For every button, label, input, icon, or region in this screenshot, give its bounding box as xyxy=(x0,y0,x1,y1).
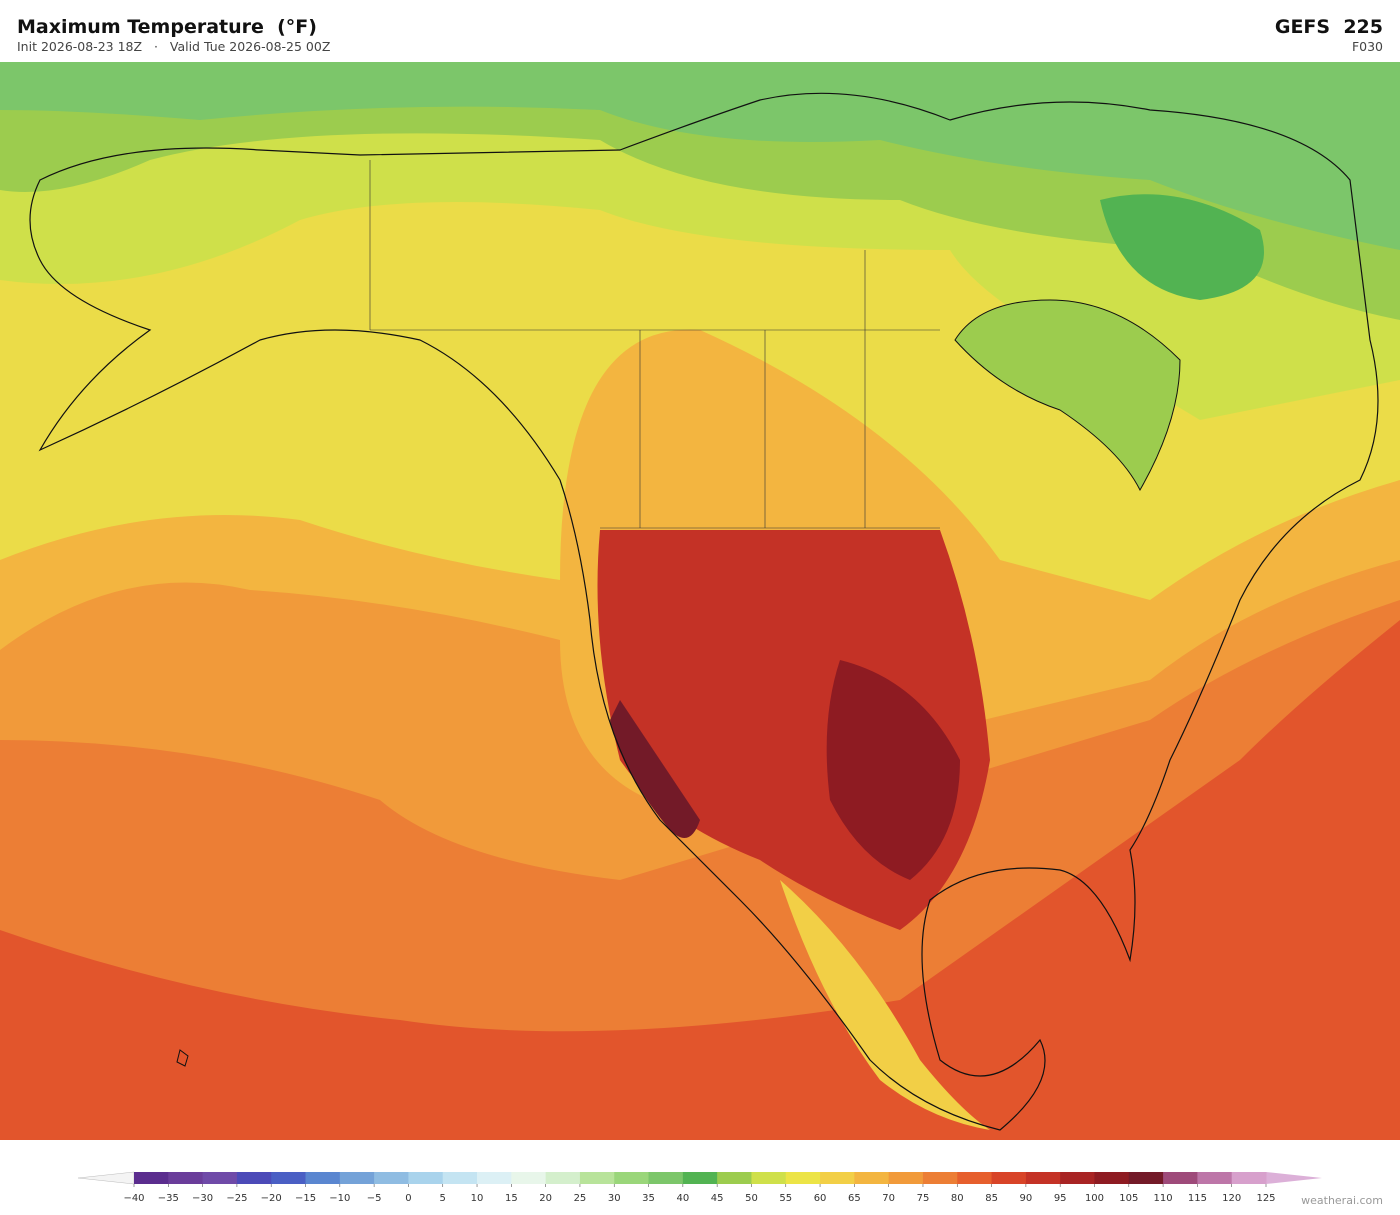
colorbar-tick-label: −35 xyxy=(158,1193,179,1204)
colorbar-tick-label: 55 xyxy=(779,1193,792,1204)
colorbar-tick-label: 30 xyxy=(608,1193,621,1204)
colorbar-tick-label: 0 xyxy=(405,1193,411,1204)
borders xyxy=(369,160,940,529)
colorbar-segment xyxy=(751,1172,787,1184)
colorbar-segment xyxy=(1231,1172,1267,1184)
colorbar-tick-label: 65 xyxy=(848,1193,861,1204)
colorbar-tick-label: 20 xyxy=(539,1193,552,1204)
colorbar-tick-label: 105 xyxy=(1119,1193,1138,1204)
colorbar-segment xyxy=(888,1172,924,1184)
colorbar-segment xyxy=(271,1172,307,1184)
colorbar-segment xyxy=(1197,1172,1233,1184)
colorbar-tick-label: 95 xyxy=(1054,1193,1067,1204)
hudson-bay xyxy=(954,299,1181,492)
colorbar-segment xyxy=(1060,1172,1095,1184)
colorbar-tick-label: 125 xyxy=(1256,1193,1275,1204)
map xyxy=(0,62,1400,1140)
subtitle: Init 2026-08-23 18Z · Valid Tue 2026-08-… xyxy=(17,39,330,54)
forecast-hour: F030 xyxy=(1351,39,1383,54)
colorbar-tick-label: −25 xyxy=(226,1193,247,1204)
colorbar-segment xyxy=(236,1172,272,1184)
map-field xyxy=(0,62,1400,250)
colorbar-tick-label: −15 xyxy=(295,1193,316,1204)
colorbar-segment xyxy=(134,1172,169,1184)
colorbar-tick-label: 70 xyxy=(882,1193,895,1204)
title: Maximum Temperature (°F) xyxy=(17,16,317,38)
coastline xyxy=(29,92,1379,1131)
watermark: weatherai.com xyxy=(1301,1194,1383,1207)
colorbar-tick-label: 120 xyxy=(1222,1193,1241,1204)
colorbar-tick-label: 25 xyxy=(574,1193,587,1204)
colorbar-tick-label: 80 xyxy=(951,1193,964,1204)
colorbar-tick-label: −20 xyxy=(261,1193,282,1204)
colorbar-segment xyxy=(305,1172,341,1184)
colorbar-segment xyxy=(1025,1172,1061,1184)
colorbar: −40 −35 −30 −25 −20 −15 −10 −5 0 5 10 15 20 25 30 35 40 4… xyxy=(77,1171,1322,1204)
colorbar-segment xyxy=(854,1172,890,1184)
colorbar-over xyxy=(1266,1172,1322,1184)
colorbar-segment xyxy=(682,1172,718,1184)
colorbar-segment xyxy=(477,1172,512,1184)
colorbar-segment xyxy=(442,1172,478,1184)
colorbar-segment xyxy=(1128,1172,1164,1184)
colorbar-tick-label: 10 xyxy=(471,1193,484,1204)
colorbar-tick-label: 15 xyxy=(505,1193,518,1204)
colorbar-tick-label: 85 xyxy=(985,1193,998,1204)
colorbar-segment xyxy=(545,1172,581,1184)
map-field xyxy=(826,660,960,880)
colorbar-tick-label: 5 xyxy=(440,1193,446,1204)
colorbar-tick-label: 60 xyxy=(814,1193,827,1204)
map-field xyxy=(610,700,700,838)
colorbar-segment xyxy=(820,1172,855,1184)
colorbar-tick-label: −40 xyxy=(123,1193,144,1204)
colorbar-segment xyxy=(785,1172,821,1184)
map-field xyxy=(1100,194,1264,300)
colorbar-segment xyxy=(339,1172,375,1184)
init-time: Init 2026-08-23 18Z xyxy=(17,39,143,54)
colorbar-segment xyxy=(374,1172,409,1184)
colorbar-tick-label: 115 xyxy=(1188,1193,1207,1204)
colorbar-segment xyxy=(579,1172,615,1184)
colorbar-segment xyxy=(202,1172,238,1184)
colorbar-tick-label: 110 xyxy=(1154,1193,1173,1204)
colorbar-tick-label: 50 xyxy=(745,1193,758,1204)
hawaii xyxy=(176,1049,189,1067)
colorbar-under xyxy=(77,1171,135,1185)
colorbar-tick-label: −30 xyxy=(192,1193,213,1204)
colorbar-tick-label: 100 xyxy=(1085,1193,1104,1204)
colorbar-tick-label: 40 xyxy=(676,1193,689,1204)
separator: · xyxy=(153,39,158,54)
colorbar-tick-label: 45 xyxy=(711,1193,724,1204)
colorbar-segment xyxy=(168,1172,204,1184)
colorbar-segment xyxy=(922,1172,958,1184)
valid-time: Valid Tue 2026-08-25 00Z xyxy=(169,39,331,54)
colorbar-segment xyxy=(991,1172,1027,1184)
colorbar-tick-label: 75 xyxy=(917,1193,930,1204)
colorbar-tick-label: 90 xyxy=(1020,1193,1033,1204)
colorbar-segment xyxy=(957,1172,993,1184)
model-name: GEFS 225 xyxy=(1274,16,1383,38)
colorbar-segment xyxy=(717,1172,752,1184)
colorbar-tick-label: −5 xyxy=(367,1193,382,1204)
colorbar-segment xyxy=(1094,1172,1130,1184)
colorbar-tick-label: 35 xyxy=(642,1193,655,1204)
colorbar-segment xyxy=(408,1172,444,1184)
colorbar-segment xyxy=(1163,1172,1198,1184)
colorbar-tick-label: −10 xyxy=(329,1193,350,1204)
colorbar-segment xyxy=(614,1172,650,1184)
colorbar-segment xyxy=(511,1172,547,1184)
colorbar-segment xyxy=(648,1172,684,1184)
map-field xyxy=(780,880,990,1130)
